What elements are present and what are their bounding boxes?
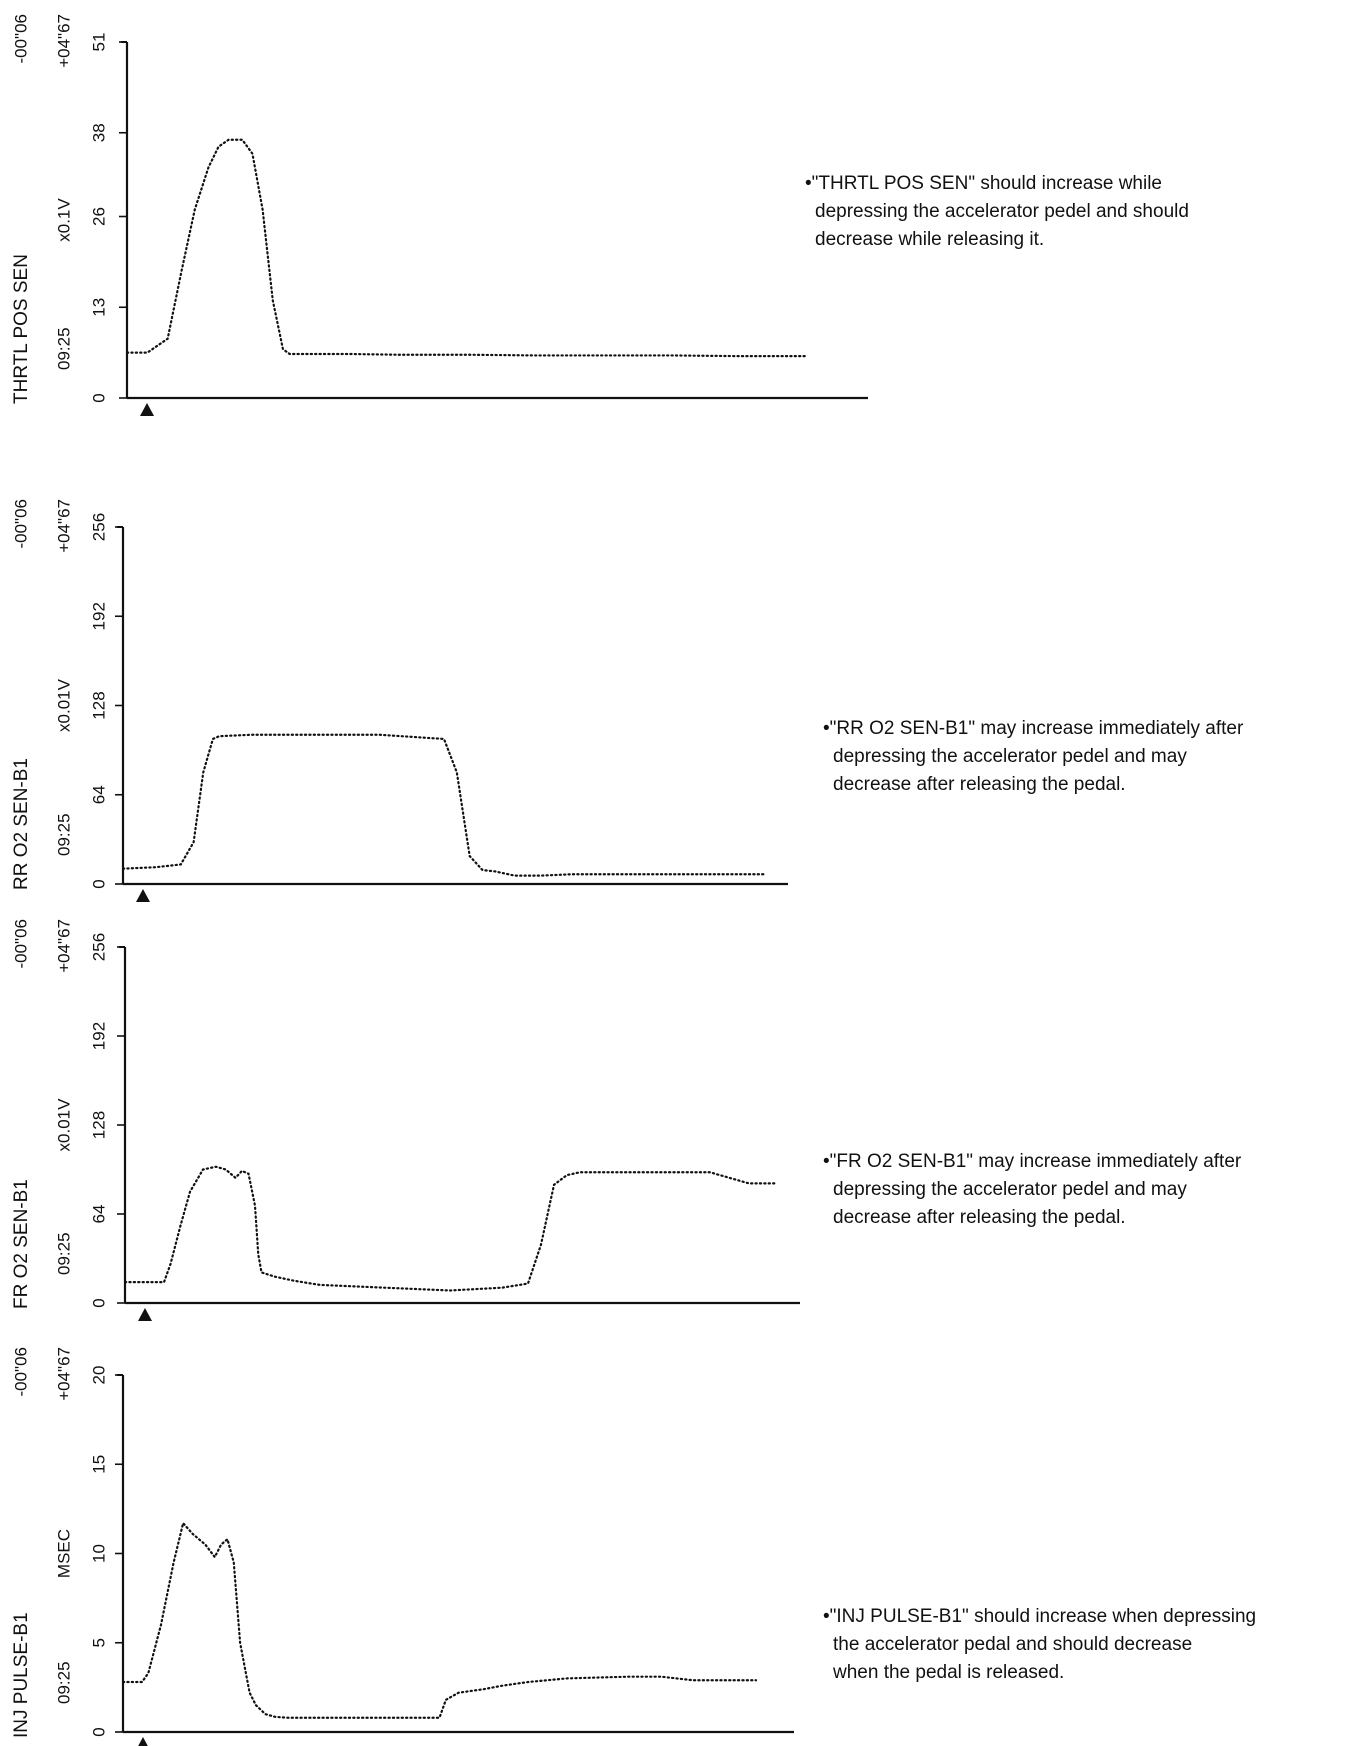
note-thrtl-pos-sen: •"THRTL POS SEN" should increase while d… xyxy=(805,170,1189,254)
channel-label: RR O2 SEN-B1 xyxy=(11,758,32,890)
unit-label: MSEC xyxy=(54,1529,73,1578)
note-inj-pulse-b1: •"INJ PULSE-B1" should increase when dep… xyxy=(823,1603,1256,1687)
trigger-marker xyxy=(140,403,154,416)
y-tick-label: 0 xyxy=(89,1298,108,1307)
note-line: depressing the accelerator pedel and sho… xyxy=(815,201,1189,222)
time-offset-label: +04"67 xyxy=(54,14,73,68)
y-tick-label: 128 xyxy=(89,691,108,719)
time-offset-label: -00"06 xyxy=(11,1347,30,1397)
chart-panel-2: 0 64 128 192 256 -00"06 +04"67 x0.01V RR O2 SEN-… xyxy=(11,499,788,902)
y-tick-label: 0 xyxy=(89,879,108,888)
y-tick-label: 10 xyxy=(89,1544,108,1563)
note-line: the accelerator pedal and should decreas… xyxy=(833,1634,1193,1655)
note-line: decrease after releasing the pedal. xyxy=(833,1207,1126,1228)
time-offset-label: -00"06 xyxy=(11,919,30,969)
y-tick-label: 13 xyxy=(89,298,108,317)
time-offset-label: +04"67 xyxy=(54,919,73,973)
y-tick-label: 20 xyxy=(89,1366,108,1385)
time-offset-label: +04"67 xyxy=(54,499,73,553)
trigger-marker xyxy=(136,889,150,902)
y-tick-label: 5 xyxy=(89,1638,108,1647)
trigger-marker xyxy=(138,1737,148,1746)
note-line: •"INJ PULSE-B1" should increase when dep… xyxy=(823,1606,1257,1627)
note-line: depressing the accelerator pedel and may xyxy=(833,746,1187,767)
time-offset-label: -00"06 xyxy=(11,14,30,64)
y-tick-label: 64 xyxy=(89,1205,108,1224)
y-tick-label: 15 xyxy=(89,1455,108,1474)
y-tick-label: 128 xyxy=(89,1111,108,1139)
note-fr-o2-sen-b1: •"FR O2 SEN-B1" may increase immediately… xyxy=(823,1148,1241,1232)
clock-label: 09:25 xyxy=(54,1661,73,1704)
data-trace xyxy=(121,733,767,877)
y-tick-label: 38 xyxy=(89,123,108,142)
y-tick-label: 256 xyxy=(89,513,108,541)
y-tick-label: 192 xyxy=(89,1022,108,1050)
chart-panel-3: 0 64 128 192 256 -00"06 +04"67 x0.01V FR O2 SEN-… xyxy=(11,919,800,1321)
unit-label: x0.1V xyxy=(54,198,73,242)
note-line: when the pedal is released. xyxy=(833,1662,1065,1683)
note-line: decrease while releasing it. xyxy=(815,229,1045,250)
time-offset-label: -00"06 xyxy=(11,499,30,549)
note-rr-o2-sen-b1: •"RR O2 SEN-B1" may increase immediately… xyxy=(823,715,1243,799)
channel-label: THRTL POS SEN xyxy=(11,254,32,404)
chart-panel-1: 0 13 26 38 51 -00"06 +04"67 x0.1V THRTL POS SEN 0… xyxy=(11,14,868,416)
data-trace xyxy=(123,1165,777,1292)
data-trace xyxy=(125,138,807,358)
y-tick-label: 26 xyxy=(89,207,108,226)
data-trace xyxy=(121,1520,758,1719)
clock-label: 09:25 xyxy=(54,813,73,856)
unit-label: x0.01V xyxy=(54,1098,73,1152)
chart-panel-4: 0 5 10 15 20 -00"06 +04"67 MSEC INJ PULSE-B1 09:2… xyxy=(11,1347,794,1746)
time-offset-label: +04"67 xyxy=(54,1347,73,1401)
clock-label: 09:25 xyxy=(54,1232,73,1275)
note-line: •"RR O2 SEN-B1" may increase immediately… xyxy=(823,718,1244,739)
y-tick-label: 192 xyxy=(89,602,108,630)
y-tick-label: 0 xyxy=(89,393,108,402)
y-tick-label: 0 xyxy=(89,1727,108,1736)
note-line: decrease after releasing the pedal. xyxy=(833,774,1126,795)
note-line: depressing the accelerator pedel and may xyxy=(833,1179,1187,1200)
trigger-marker xyxy=(138,1308,152,1321)
unit-label: x0.01V xyxy=(54,678,73,732)
channel-label: INJ PULSE-B1 xyxy=(11,1612,32,1738)
y-tick-label: 256 xyxy=(89,933,108,961)
channel-label: FR O2 SEN-B1 xyxy=(11,1179,32,1309)
y-tick-label: 64 xyxy=(89,785,108,804)
note-line: •"THRTL POS SEN" should increase while xyxy=(805,173,1163,194)
y-tick-label: 51 xyxy=(89,33,108,52)
note-line: •"FR O2 SEN-B1" may increase immediately… xyxy=(823,1151,1242,1172)
clock-label: 09:25 xyxy=(54,327,73,370)
